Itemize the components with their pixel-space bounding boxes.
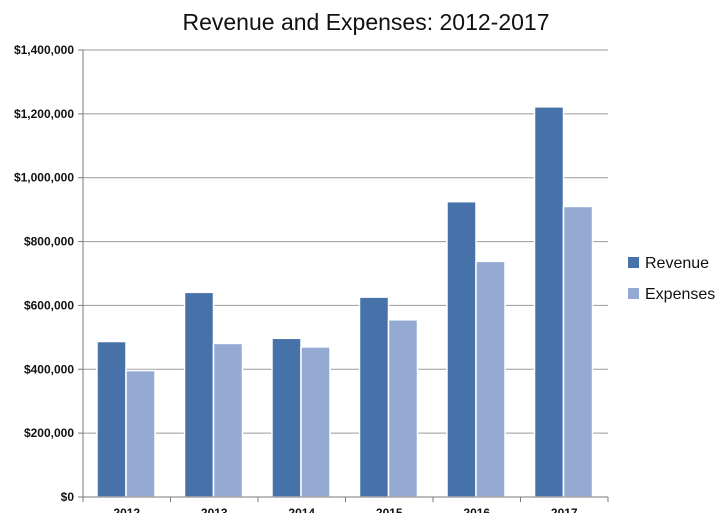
bar-revenue-2017	[533, 106, 565, 498]
y-tick-label: $1,400,000	[14, 43, 74, 57]
legend-label-revenue: Revenue	[645, 255, 709, 272]
bars	[96, 106, 594, 498]
legend-swatch-expenses	[628, 288, 639, 299]
bar-expenses-2015	[387, 319, 419, 498]
y-tick-label: $200,000	[24, 426, 74, 440]
y-tick-label: $600,000	[24, 298, 74, 312]
x-tick-label: 2014	[288, 506, 315, 513]
chart-title: Revenue and Expenses: 2012-2017	[182, 9, 549, 35]
legend: Revenue Expenses	[628, 255, 715, 303]
bar-revenue-2013	[183, 291, 215, 498]
y-axis-tick-labels: $0 $200,000 $400,000 $600,000 $800,000 $1,000…	[14, 43, 74, 504]
legend-swatch-revenue	[628, 257, 639, 268]
y-tick-label: $0	[61, 490, 75, 504]
legend-label-expenses: Expenses	[645, 286, 715, 303]
y-tick-label: $800,000	[24, 235, 74, 249]
x-tick-label: 2015	[376, 506, 403, 513]
x-tick-label: 2012	[113, 506, 140, 513]
bar-expenses-2017	[562, 205, 594, 498]
x-tick-label: 2017	[551, 506, 578, 513]
y-tick-label: $1,200,000	[14, 107, 74, 121]
bar-revenue-2014	[271, 337, 302, 498]
x-axis-tick-labels: 2012 2013 2014 2015 2016 2017	[113, 506, 578, 513]
y-tick-label: $400,000	[24, 362, 74, 376]
bar-expenses-2014	[300, 346, 331, 498]
axes	[78, 49, 609, 502]
bar-expenses-2012	[125, 369, 156, 498]
bar-revenue-2015	[358, 296, 390, 498]
bar-revenue-2012	[96, 340, 127, 498]
bar-expenses-2013	[212, 342, 244, 498]
bar-revenue-2016	[446, 200, 477, 498]
bar-expenses-2016	[475, 260, 506, 498]
gridlines	[83, 49, 608, 434]
x-tick-label: 2013	[201, 506, 228, 513]
y-tick-label: $1,000,000	[14, 171, 74, 185]
x-tick-label: 2016	[463, 506, 490, 513]
